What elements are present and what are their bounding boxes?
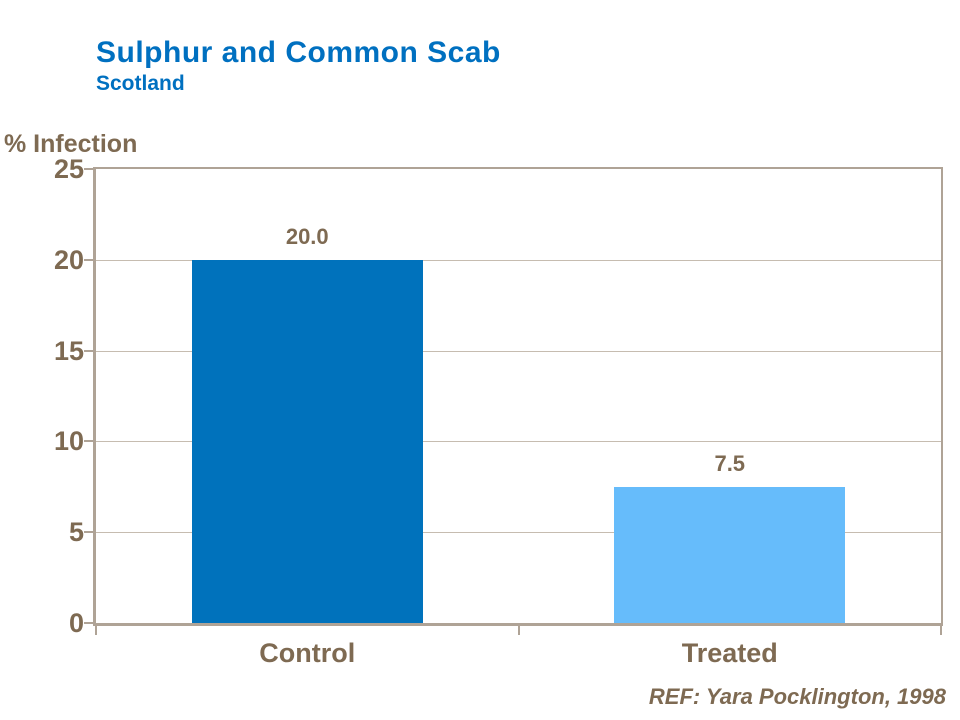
gridline xyxy=(96,350,941,352)
y-tick-label: 0 xyxy=(68,608,84,638)
reference-text: REF: Yara Pocklington, 1998 xyxy=(648,684,946,709)
bar-value-label-treated: 7.5 xyxy=(714,450,746,476)
y-axis-tick xyxy=(84,622,93,624)
gridline xyxy=(96,441,941,443)
plot-area: 0 5 10 15 20 25 20.0 Control 7.5 Treated xyxy=(54,154,943,668)
y-tick-label: 20 xyxy=(53,244,84,275)
chart-subtitle: Scotland xyxy=(96,72,185,95)
y-axis-label: % Infection xyxy=(4,130,138,158)
y-axis-tick xyxy=(84,349,93,352)
x-axis-tick xyxy=(940,626,942,635)
y-tick-label: 10 xyxy=(53,426,84,457)
category-label-control: Control xyxy=(259,638,356,668)
x-axis-tick xyxy=(517,626,520,635)
category-label-treated: Treated xyxy=(681,638,778,668)
bar-control xyxy=(191,259,423,623)
y-axis-tick xyxy=(84,440,93,443)
y-axis-tick xyxy=(84,531,93,534)
gridline xyxy=(96,259,941,261)
bar-value-label-control: 20.0 xyxy=(285,223,329,249)
chart-title: Sulphur and Common Scab xyxy=(96,36,501,69)
y-tick-label: 25 xyxy=(53,154,84,184)
bar-treated xyxy=(614,486,846,623)
y-tick-label: 15 xyxy=(53,335,84,366)
y-axis-tick xyxy=(84,258,93,261)
x-axis-tick xyxy=(95,626,97,635)
gridline xyxy=(96,532,941,534)
y-axis-tick xyxy=(84,168,93,170)
y-tick-label: 5 xyxy=(68,517,84,548)
